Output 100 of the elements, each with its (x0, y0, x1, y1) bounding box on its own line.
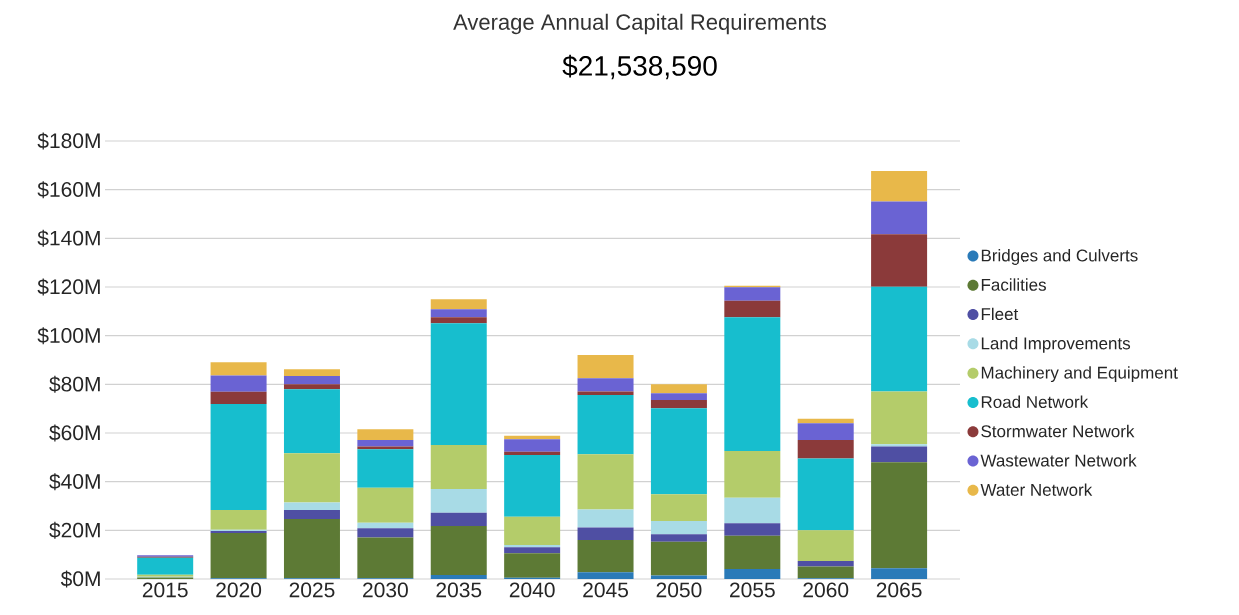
bar (797, 566, 854, 579)
legend-label: Bridges and Culverts (981, 249, 1138, 265)
bar (797, 530, 854, 561)
bar (650, 541, 707, 576)
bar (871, 444, 928, 447)
legend-label: Stormwater Network (981, 424, 1135, 438)
bar (650, 521, 707, 535)
bar (797, 423, 854, 441)
bar (137, 557, 194, 575)
bar (650, 393, 707, 400)
bar (357, 537, 414, 579)
x-tick-label: 2025 (289, 582, 335, 598)
bar (871, 170, 928, 202)
bar (577, 527, 634, 541)
y-tick-label: $60M (49, 424, 100, 442)
bar (650, 494, 707, 522)
x-tick-label: 2040 (509, 582, 555, 598)
bar (430, 525, 487, 576)
bar (283, 376, 340, 385)
bar (871, 201, 928, 235)
bar (283, 453, 340, 503)
bar (504, 451, 561, 455)
bar (577, 540, 634, 573)
bar (210, 404, 267, 510)
bar (577, 395, 634, 455)
x-tick-label: 2065 (876, 582, 922, 598)
bar (357, 440, 414, 447)
bar (577, 378, 634, 392)
bar (504, 454, 561, 517)
bar (210, 533, 267, 579)
bar (504, 547, 561, 554)
bar (430, 323, 487, 445)
legend-label: Wastewater Network (980, 454, 1137, 467)
legend-label: Machinery and Equipment (981, 366, 1178, 383)
bar (430, 309, 487, 318)
bar (504, 439, 561, 452)
x-tick-label: 2030 (363, 582, 408, 598)
bar (650, 399, 707, 409)
bar (430, 299, 487, 310)
bar (650, 384, 707, 394)
bar (650, 408, 707, 495)
bar (357, 429, 414, 441)
x-tick-label: 2055 (730, 582, 775, 598)
bar (724, 287, 781, 301)
bar (430, 317, 487, 324)
bar (357, 528, 414, 538)
x-tick-label: 2035 (436, 582, 482, 598)
y-tick-label: $80M (49, 375, 100, 393)
legend-label: Facilities (981, 278, 1046, 291)
bar (724, 497, 781, 524)
bar (283, 369, 340, 377)
bar (724, 523, 781, 536)
legend-label: Fleet (981, 307, 1019, 321)
legend-label: Road Network (981, 395, 1089, 409)
bar (871, 391, 928, 445)
y-tick-label: $180M (37, 132, 100, 150)
x-tick-label: 2060 (803, 582, 849, 598)
y-tick-label: $20M (49, 521, 100, 539)
bar (357, 487, 414, 523)
bar (210, 391, 267, 405)
bar (430, 444, 487, 489)
legend-label: Land Improvements (981, 336, 1131, 353)
bar (724, 450, 781, 498)
bar (504, 516, 561, 545)
bar (871, 446, 928, 463)
bar (283, 509, 340, 519)
bar (577, 572, 634, 579)
bar (283, 389, 340, 454)
y-tick-label: $0M (60, 570, 100, 588)
bar (797, 560, 854, 567)
x-tick-label: 2045 (583, 582, 628, 598)
bar (724, 317, 781, 451)
bar (430, 488, 487, 513)
y-tick-label: $160M (37, 181, 100, 199)
bar (283, 518, 340, 579)
bar (357, 449, 414, 488)
y-tick-label: $120M (37, 278, 100, 296)
bar (724, 569, 781, 579)
bar (871, 462, 928, 569)
chart-subtitle: $21,538,590 (562, 54, 717, 80)
bar (577, 354, 634, 379)
bar (577, 509, 634, 528)
legend-label: Water Network (980, 483, 1093, 496)
y-tick-label: $100M (37, 327, 100, 345)
x-tick-label: 2015 (142, 582, 188, 598)
bar (871, 286, 928, 392)
bar (430, 512, 487, 526)
bar (283, 502, 340, 510)
y-tick-label: $140M (37, 229, 100, 247)
y-tick-label: $40M (49, 473, 100, 491)
bar (283, 384, 340, 390)
bar (504, 553, 561, 578)
chart-title: Average Annual Capital Requirements (453, 13, 827, 35)
bar (210, 362, 267, 376)
bar (650, 534, 707, 542)
x-tick-label: 2050 (656, 582, 702, 598)
bar (430, 575, 487, 579)
bar (797, 458, 854, 531)
x-tick-label: 2020 (216, 582, 262, 598)
bar (724, 300, 781, 318)
